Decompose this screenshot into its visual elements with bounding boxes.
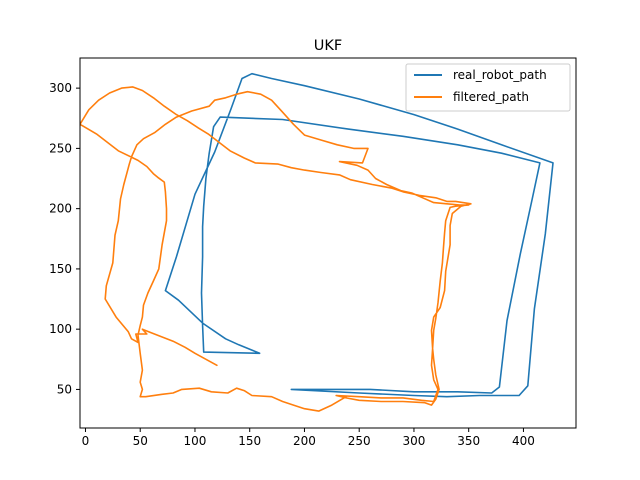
series-line-real-robot-path (164, 72, 554, 398)
x-tick-label: 50 (133, 434, 148, 448)
plot-area-frame (79, 57, 577, 429)
series-layer (80, 72, 554, 412)
legend-label-real-robot-path: real_robot_path (453, 68, 547, 82)
x-tick-label: 400 (512, 434, 535, 448)
series-line-filtered-path (80, 86, 472, 412)
y-tick-label: 150 (49, 262, 72, 276)
x-axis: 0 50 100 150 200 250 300 350 400 (82, 428, 535, 448)
x-tick-label: 250 (348, 434, 371, 448)
x-tick-label: 300 (402, 434, 425, 448)
x-tick-label: 100 (184, 434, 207, 448)
y-tick-label: 250 (49, 141, 72, 155)
legend-box (405, 63, 571, 112)
y-axis: 50 100 150 200 250 300 (49, 81, 80, 396)
x-tick-label: 150 (238, 434, 261, 448)
y-tick-label: 50 (57, 382, 72, 396)
legend: real_robot_path filtered_path (405, 63, 571, 112)
x-tick-label: 350 (457, 434, 480, 448)
chart-title: UKF (314, 38, 342, 54)
legend-label-filtered-path: filtered_path (453, 90, 529, 104)
x-tick-label: 200 (293, 434, 316, 448)
y-tick-label: 300 (49, 81, 72, 95)
y-tick-label: 100 (49, 322, 72, 336)
y-tick-label: 200 (49, 202, 72, 216)
x-tick-label: 0 (82, 434, 90, 448)
